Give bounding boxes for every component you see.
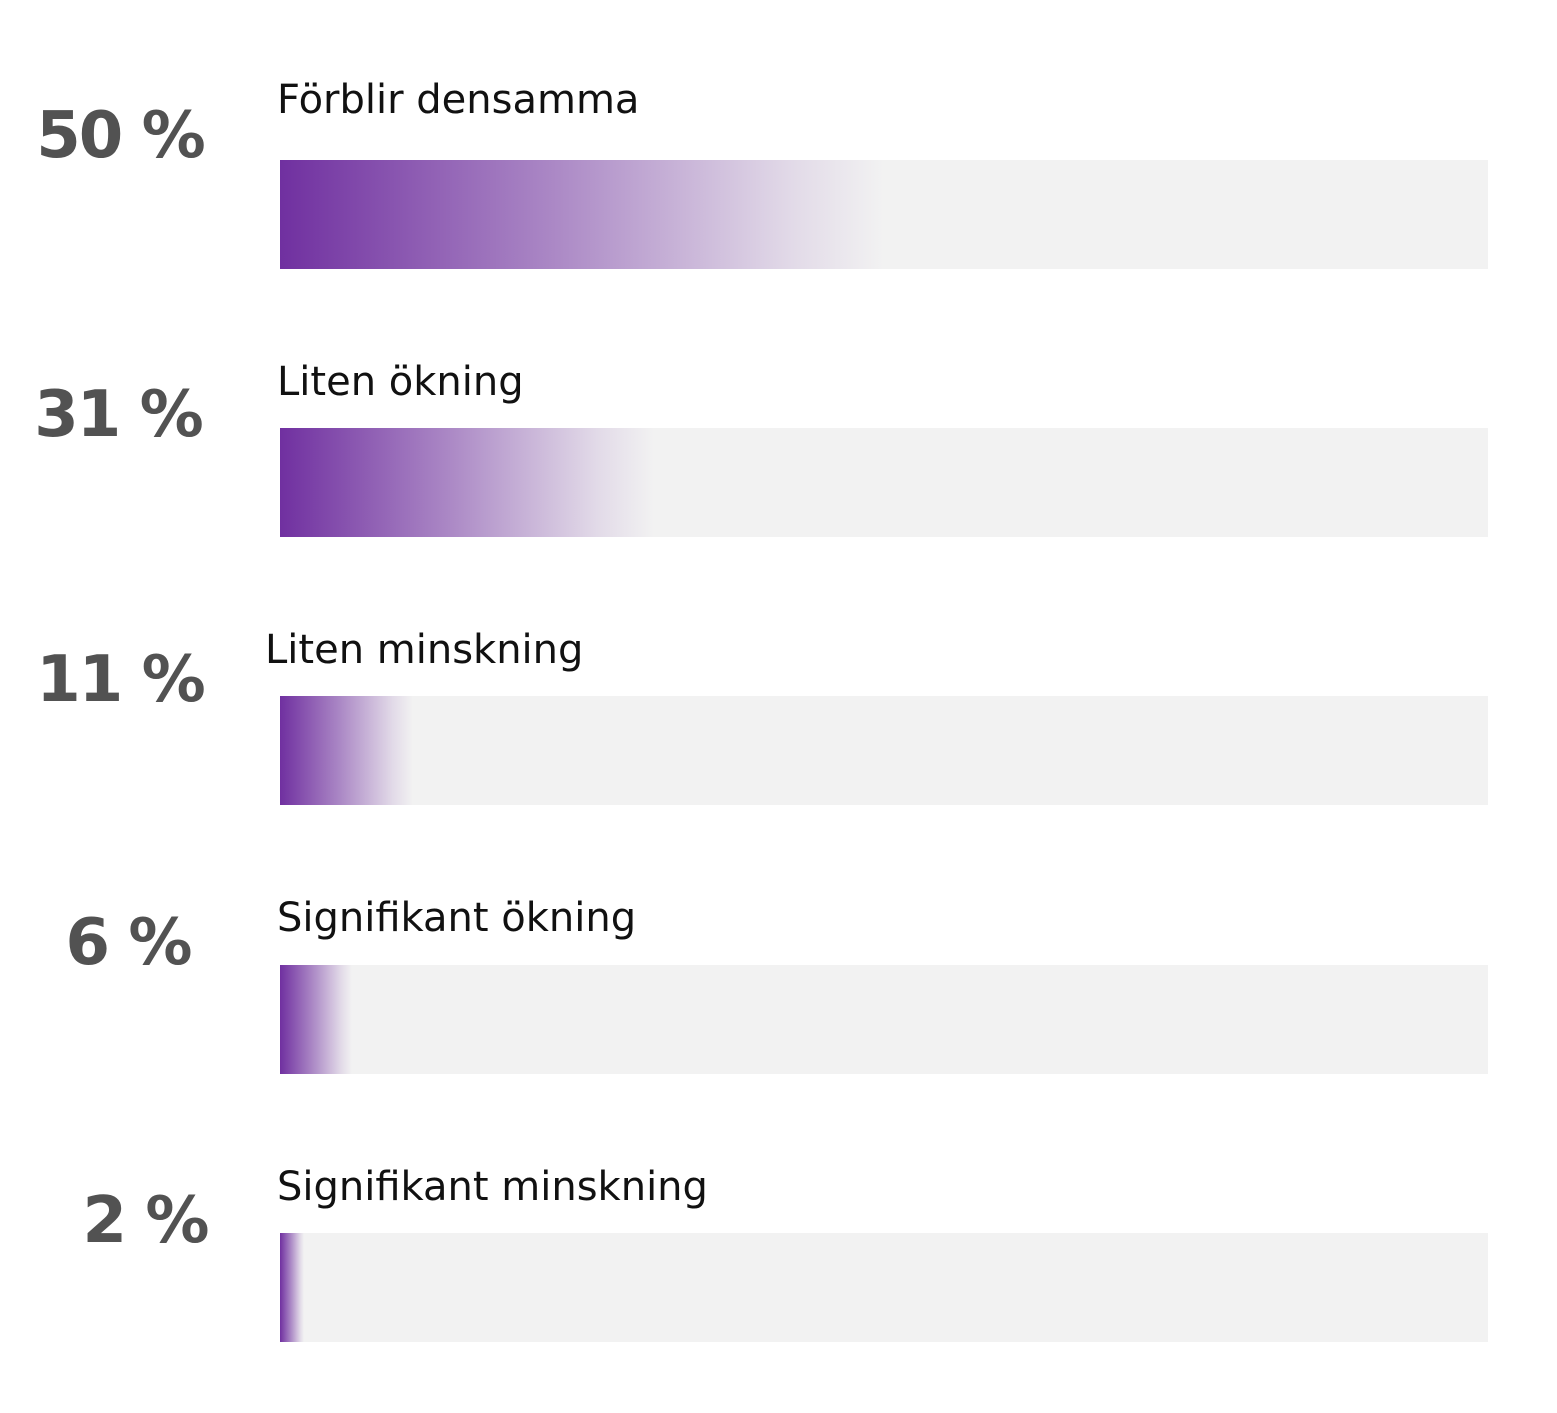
bar-row-3: 6 % Signifikant ökning <box>0 865 1557 1105</box>
bar-0-category-label: Förblir densamma <box>277 77 640 123</box>
bar-4-category-label: Signifikant minskning <box>277 1164 708 1210</box>
bar-1-fill <box>280 428 655 537</box>
bar-2-fill <box>280 696 413 805</box>
bar-4-percent-label: 2 % <box>82 1184 210 1258</box>
bar-1-percent-label: 31 % <box>34 378 203 452</box>
bar-row-0: 50 % Förblir densamma <box>0 60 1557 300</box>
bar-1-category-label: Liten ökning <box>277 359 524 405</box>
bar-row-2: 11 % Liten minskning <box>0 596 1557 836</box>
bar-4-track <box>280 1233 1488 1342</box>
bar-2-category-label: Liten minskning <box>265 627 584 673</box>
bar-0-fill <box>280 160 884 269</box>
bar-2-track <box>280 696 1488 805</box>
bar-0-track <box>280 160 1488 269</box>
bar-3-track <box>280 965 1488 1074</box>
bar-3-category-label: Signifikant ökning <box>277 895 637 941</box>
bar-3-percent-label: 6 % <box>65 906 193 980</box>
bar-row-4: 2 % Signifikant minskning <box>0 1133 1557 1373</box>
bar-0-percent-label: 50 % <box>36 99 205 173</box>
bar-1-track <box>280 428 1488 537</box>
bar-3-fill <box>280 965 353 1074</box>
bar-4-fill <box>280 1233 305 1342</box>
bar-2-percent-label: 11 % <box>36 643 205 717</box>
bar-row-1: 31 % Liten ökning <box>0 328 1557 568</box>
